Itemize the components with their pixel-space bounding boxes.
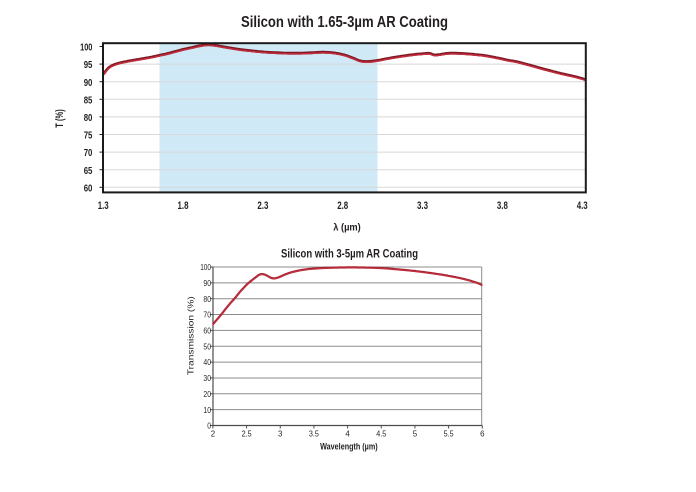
svg-text:λ (µm): λ (µm) [333,223,361,234]
svg-text:Silicon with 1.65-3µm AR Coati: Silicon with 1.65-3µm AR Coating [241,14,448,31]
svg-text:1.3: 1.3 [98,200,109,212]
svg-text:3.8: 3.8 [497,200,508,212]
svg-text:85: 85 [84,95,93,106]
svg-text:100: 100 [80,43,93,54]
svg-text:5.5: 5.5 [444,429,454,439]
svg-text:2.3: 2.3 [257,200,268,212]
svg-text:80: 80 [203,294,211,304]
svg-text:20: 20 [203,389,211,399]
svg-text:Transmission (%): Transmission (%) [186,296,196,375]
svg-text:T (%): T (%) [54,109,66,128]
svg-text:3: 3 [278,429,283,439]
svg-text:60: 60 [84,183,93,194]
svg-text:2: 2 [211,429,216,439]
svg-text:6: 6 [480,429,485,439]
svg-text:100: 100 [200,262,211,272]
svg-text:70: 70 [203,310,211,320]
svg-text:50: 50 [203,341,211,351]
svg-text:4.5: 4.5 [376,429,386,439]
svg-text:40: 40 [203,357,211,367]
svg-text:80: 80 [84,113,93,124]
svg-text:30: 30 [203,373,211,383]
svg-text:2.5: 2.5 [242,429,252,439]
svg-text:Silicon with 3-5µm AR Coating: Silicon with 3-5µm AR Coating [281,246,418,260]
svg-text:60: 60 [203,326,211,336]
svg-text:10: 10 [203,405,211,415]
svg-text:3.5: 3.5 [309,429,319,439]
svg-text:90: 90 [203,278,211,288]
svg-text:1.8: 1.8 [178,200,189,212]
svg-text:90: 90 [84,78,93,89]
svg-text:5: 5 [413,429,418,439]
svg-text:2.8: 2.8 [337,200,348,212]
svg-text:95: 95 [84,60,93,71]
svg-text:4: 4 [345,429,350,439]
svg-text:3.3: 3.3 [417,200,428,212]
svg-text:4.3: 4.3 [577,200,588,212]
svg-text:Wavelength (µm): Wavelength (µm) [320,441,378,451]
svg-text:65: 65 [84,166,93,177]
svg-text:70: 70 [84,148,93,159]
svg-text:0: 0 [207,421,211,431]
svg-text:75: 75 [84,131,93,142]
